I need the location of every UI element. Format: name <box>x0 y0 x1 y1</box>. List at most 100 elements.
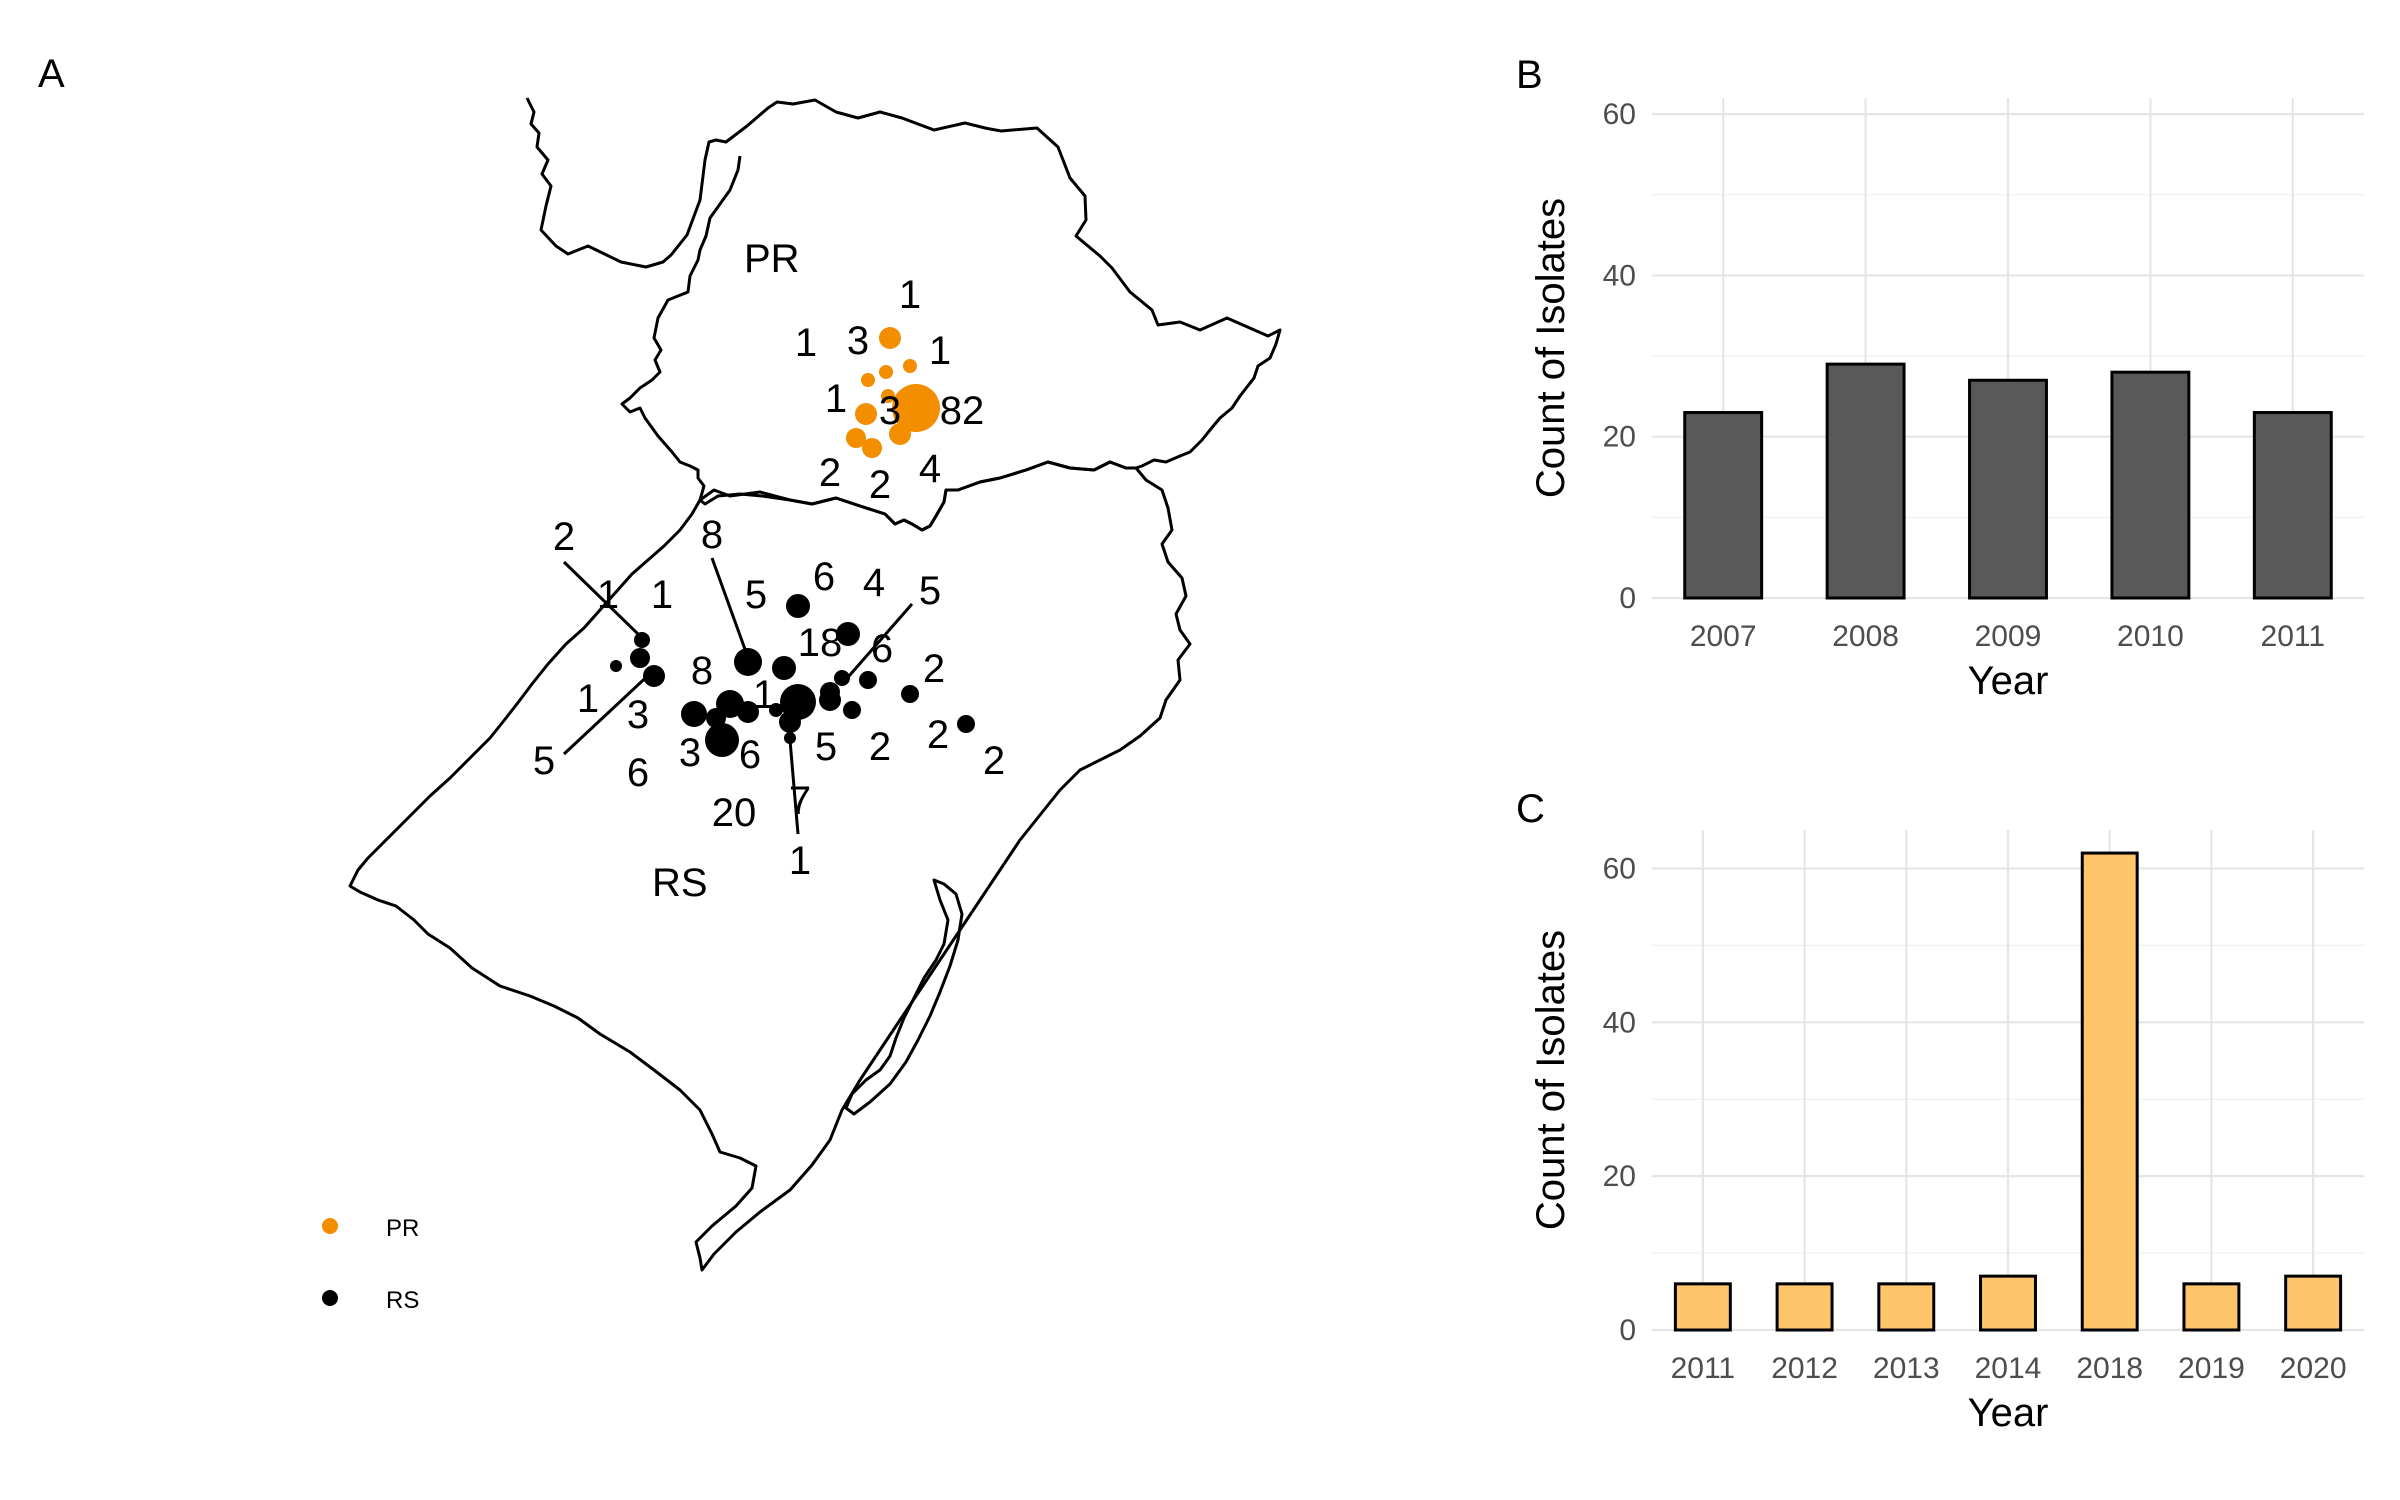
pr-count-label: 3 <box>879 389 901 433</box>
legend-label-rs: RS <box>386 1287 419 1314</box>
pr-marker <box>889 423 911 445</box>
panel-c: C 0 20 40 60 2011 2012 2013 2014 2018 2019 2020 Yea… <box>1516 787 2364 1435</box>
pr-count-label: 2 <box>869 463 891 507</box>
pr-marker <box>903 359 917 373</box>
rs-marker <box>780 684 816 720</box>
panel-b: B 0 20 40 60 2007 2008 2009 2010 2011 Year Count o… <box>1516 53 2364 703</box>
rs-count-label: 2 <box>869 725 891 769</box>
pr-count-labels: 1 1 3 1 1 3 82 2 2 4 <box>795 273 984 507</box>
rs-marker <box>643 665 665 687</box>
rs-marker <box>786 594 810 618</box>
x-tick-label: 2008 <box>1832 620 1899 653</box>
panel-b-letter: B <box>1516 53 1543 97</box>
pr-marker <box>879 365 893 379</box>
rs-count-label: 6 <box>627 751 649 795</box>
pr-marker <box>892 384 940 432</box>
rs-marker <box>784 732 796 744</box>
rs-count-label: 5 <box>745 573 767 617</box>
rs-count-label: 18 <box>798 621 843 665</box>
rs-marker <box>836 622 860 646</box>
x-tick-label: 2011 <box>2261 620 2326 653</box>
rs-marker <box>769 703 783 717</box>
pr-markers <box>846 327 940 458</box>
rs-count-labels: 2 8 1 1 5 6 4 5 18 6 2 8 1 1 3 5 6 3 6 2… <box>533 513 1005 883</box>
rs-markers <box>610 594 975 757</box>
bar <box>1683 411 1764 600</box>
rs-count-label: 5 <box>815 725 837 769</box>
rs-marker <box>681 701 707 727</box>
y-axis-title: Count of Isolates <box>1529 198 1573 498</box>
state-label-rs: RS <box>652 861 708 905</box>
x-tick-label: 2011 <box>1671 1352 1736 1385</box>
bar <box>1968 378 2048 600</box>
panel-c-letter: C <box>1516 787 1545 831</box>
rs-marker <box>819 689 841 711</box>
rs-count-label: 2 <box>553 515 575 559</box>
bar <box>2284 1274 2343 1332</box>
rs-marker <box>772 656 796 680</box>
rs-count-label: 1 <box>753 673 775 717</box>
bar <box>1673 1282 1732 1332</box>
y-tick-label: 20 <box>1603 421 1636 454</box>
pr-count-label: 1 <box>825 377 847 421</box>
y-tick-label: 0 <box>1619 582 1636 615</box>
x-tick-label: 2018 <box>2076 1352 2143 1385</box>
rs-marker <box>843 701 861 719</box>
leader-line <box>562 668 656 756</box>
rs-count-label: 5 <box>533 739 555 783</box>
x-axis-title: Year <box>1968 659 2049 703</box>
x-tick-label: 2010 <box>2117 620 2184 653</box>
rs-marker <box>957 715 975 733</box>
bar <box>1877 1282 1936 1332</box>
pr-marker <box>862 438 882 458</box>
rs-count-label: 3 <box>679 731 701 775</box>
panel-a-letter: A <box>38 52 65 96</box>
x-tick-label: 2012 <box>1771 1352 1838 1385</box>
pr-count-label: 1 <box>899 273 921 317</box>
bar <box>2252 411 2333 600</box>
x-tick-label: 2019 <box>2178 1352 2245 1385</box>
rs-count-label: 4 <box>863 561 885 605</box>
x-tick-label: 2014 <box>1975 1352 2042 1385</box>
map-legend: PR RS <box>322 1215 419 1314</box>
rs-marker <box>610 660 622 672</box>
bar <box>2080 851 2139 1332</box>
rs-marker <box>630 648 650 668</box>
leader-line <box>788 739 800 835</box>
rs-count-label: 1 <box>651 573 673 617</box>
x-axis-title: Year <box>1968 1391 2049 1435</box>
rs-marker <box>859 671 877 689</box>
legend-label-pr: PR <box>386 1215 419 1242</box>
rs-state-border <box>348 460 1192 1272</box>
y-tick-label: 40 <box>1603 259 1636 292</box>
rs-count-label: 7 <box>789 779 811 823</box>
rs-marker <box>705 723 739 757</box>
leader-line <box>562 560 640 636</box>
pr-count-label: 1 <box>929 329 951 373</box>
legend-key-pr <box>322 1218 338 1234</box>
leader-line <box>710 557 748 653</box>
rs-count-label: 1 <box>597 573 619 617</box>
x-tick-label: 2007 <box>1690 620 1757 653</box>
rs-marker <box>634 632 650 648</box>
rs-count-label: 5 <box>919 569 941 613</box>
rs-count-label: 6 <box>739 733 761 777</box>
rs-marker <box>834 670 850 686</box>
pr-count-label: 2 <box>819 451 841 495</box>
y-axis-title: Count of Isolates <box>1529 930 1573 1230</box>
legend-key-rs <box>322 1290 338 1306</box>
pr-count-label: 3 <box>847 319 869 363</box>
rs-count-label: 6 <box>871 627 893 671</box>
rs-marker <box>901 685 919 703</box>
rs-marker <box>706 708 726 728</box>
pr-count-label: 1 <box>795 321 817 365</box>
bar <box>2110 370 2191 600</box>
pr-state-border <box>525 97 1282 532</box>
rs-count-label: 8 <box>701 513 723 557</box>
pr-count-label: 82 <box>940 389 985 433</box>
x-tick-label: 2013 <box>1873 1352 1940 1385</box>
rs-marker <box>779 711 801 733</box>
rs-marker <box>734 648 762 676</box>
pr-marker <box>855 403 877 425</box>
